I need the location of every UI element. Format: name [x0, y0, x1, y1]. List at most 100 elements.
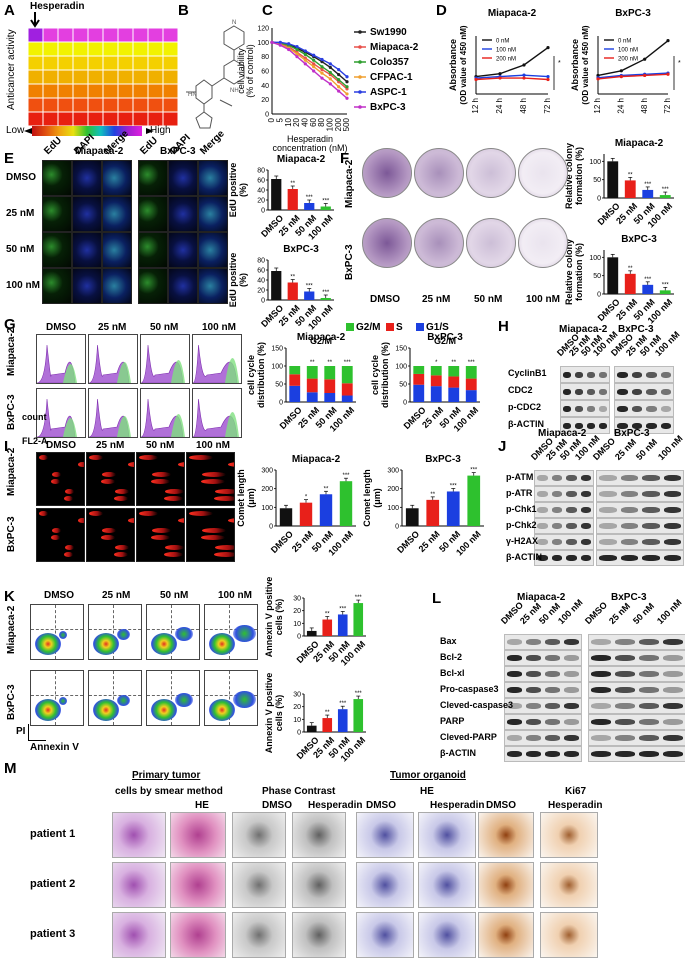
x-category-label: DMSO: [395, 529, 421, 555]
m-treatment-label: Hesperadin: [308, 800, 363, 811]
bar: [306, 725, 317, 732]
data-point: [643, 57, 647, 61]
y-tick-label: 300: [261, 468, 273, 475]
heatmap-cell: [118, 112, 133, 126]
heatmap-cell: [43, 28, 58, 42]
y-tick-label: 100: [257, 40, 269, 47]
stacked-bar-segment: [430, 375, 442, 387]
blot-lane-label: 100 nM: [655, 433, 685, 462]
bar: [607, 161, 619, 198]
legend-marker: [358, 30, 362, 34]
legend-marker: [358, 90, 362, 94]
e-col-label: EdU: [42, 135, 65, 157]
series-line: [597, 72, 669, 79]
y-axis-label: Comet length: [236, 469, 246, 527]
comet-cell: [214, 496, 234, 501]
comet-cell: [151, 535, 170, 540]
low-label: Low: [6, 125, 25, 136]
x-tick-label: 10: [284, 117, 293, 126]
data-point: [312, 62, 316, 66]
significance-label: ***: [339, 701, 347, 707]
y-tick-label: 80: [261, 54, 269, 61]
heatmap-cell: [103, 84, 118, 98]
blot-strip: [560, 383, 610, 400]
stacked-bar-segment: [413, 373, 425, 385]
heatmap-cell: [163, 112, 178, 126]
comet-cell: [201, 535, 225, 540]
blot-band: [660, 388, 671, 395]
significance-label: ***: [450, 483, 458, 489]
heatmap-cell: [28, 84, 43, 98]
edu-image: [72, 196, 102, 232]
panel-label-m: M: [4, 760, 17, 777]
colony-plate: [466, 218, 516, 268]
stacked-bar-segment: [306, 366, 318, 379]
blot-band: [526, 703, 541, 709]
data-point: [328, 62, 332, 66]
panel-label-f: F: [340, 150, 350, 167]
bar: [624, 273, 636, 294]
blot-band: [663, 735, 683, 741]
phase-contrast-dmso: [232, 862, 286, 908]
chart-title: BxPC-3: [425, 454, 461, 465]
g-row-label: BxPC-3: [6, 394, 17, 430]
blot-band: [563, 388, 571, 395]
i-col-label: DMSO: [46, 440, 76, 451]
blot-strip: [534, 486, 594, 502]
blot-band: [545, 687, 560, 693]
blot-band: [599, 422, 607, 429]
g-row-label: Miapaca-2: [6, 327, 17, 376]
data-point: [278, 40, 282, 44]
blot-band: [615, 751, 635, 757]
blot-band: [660, 371, 671, 378]
x-tick-label: 24 h: [616, 98, 625, 114]
heatmap-cell: [118, 84, 133, 98]
quadrant-line-v: [171, 671, 172, 725]
blot-band: [663, 703, 683, 709]
k-col-label: 100 nM: [218, 590, 252, 601]
data-point: [320, 71, 324, 75]
blot-group-label: BxPC-3: [614, 428, 650, 439]
blot-strip: [504, 650, 582, 666]
data-point: [345, 80, 349, 84]
m-patient-label: patient 2: [30, 878, 76, 890]
cell-population: [93, 699, 119, 721]
m-treatment-label: DMSO: [366, 800, 396, 811]
stacked-bar-segment: [324, 366, 336, 380]
series-line: [272, 41, 348, 78]
legend-marker: [358, 45, 362, 49]
data-point: [287, 47, 291, 52]
blot-band: [551, 491, 562, 497]
data-point: [546, 77, 550, 82]
data-point: [522, 76, 526, 80]
significance-label: **: [325, 710, 330, 716]
bar: [353, 603, 364, 636]
series-line: [597, 40, 669, 77]
y-tick-label: 300: [387, 468, 399, 475]
blot-band: [545, 735, 560, 741]
bar: [306, 630, 317, 636]
data-point: [303, 49, 307, 53]
colony-plate: [362, 218, 412, 268]
organoid-he-hesperadin: [418, 862, 476, 908]
blot-band: [507, 687, 522, 693]
heatmap-cell: [58, 70, 73, 84]
heatmap-cell: [58, 28, 73, 42]
data-point: [619, 69, 623, 73]
edu-image: [72, 160, 102, 196]
blot-band: [587, 405, 595, 412]
chart-title: BxPC-3: [615, 8, 651, 19]
blot-band: [642, 475, 660, 481]
cell-population: [35, 699, 61, 721]
heatmap-cell: [163, 98, 178, 112]
cell-population: [93, 633, 119, 655]
significance-label: **: [310, 360, 315, 366]
data-point: [328, 82, 332, 86]
series-line: [597, 73, 669, 80]
comet-cell: [215, 489, 234, 494]
y-tick-label: 100: [589, 255, 601, 262]
comet-cell: [65, 489, 74, 494]
bar: [467, 475, 481, 526]
blot-band: [537, 507, 548, 513]
